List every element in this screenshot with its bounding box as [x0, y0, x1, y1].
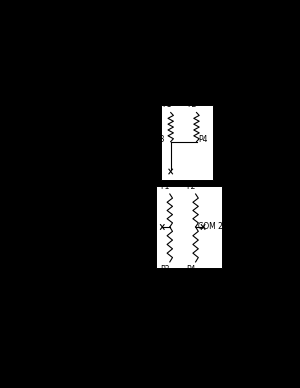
Text: COM 1,3: COM 1,3 — [123, 222, 155, 232]
FancyBboxPatch shape — [160, 105, 213, 180]
Text: P4: P4 — [187, 265, 196, 274]
FancyBboxPatch shape — [156, 186, 222, 268]
Text: P1: P1 — [160, 182, 170, 191]
Text: P3: P3 — [155, 135, 165, 144]
Text: P4: P4 — [198, 135, 208, 144]
Text: P3: P3 — [160, 265, 170, 274]
Text: P2: P2 — [188, 100, 197, 109]
Text: P2: P2 — [187, 182, 196, 191]
Text: P1: P1 — [162, 100, 171, 109]
Text: COM 2,4: COM 2,4 — [198, 222, 230, 232]
